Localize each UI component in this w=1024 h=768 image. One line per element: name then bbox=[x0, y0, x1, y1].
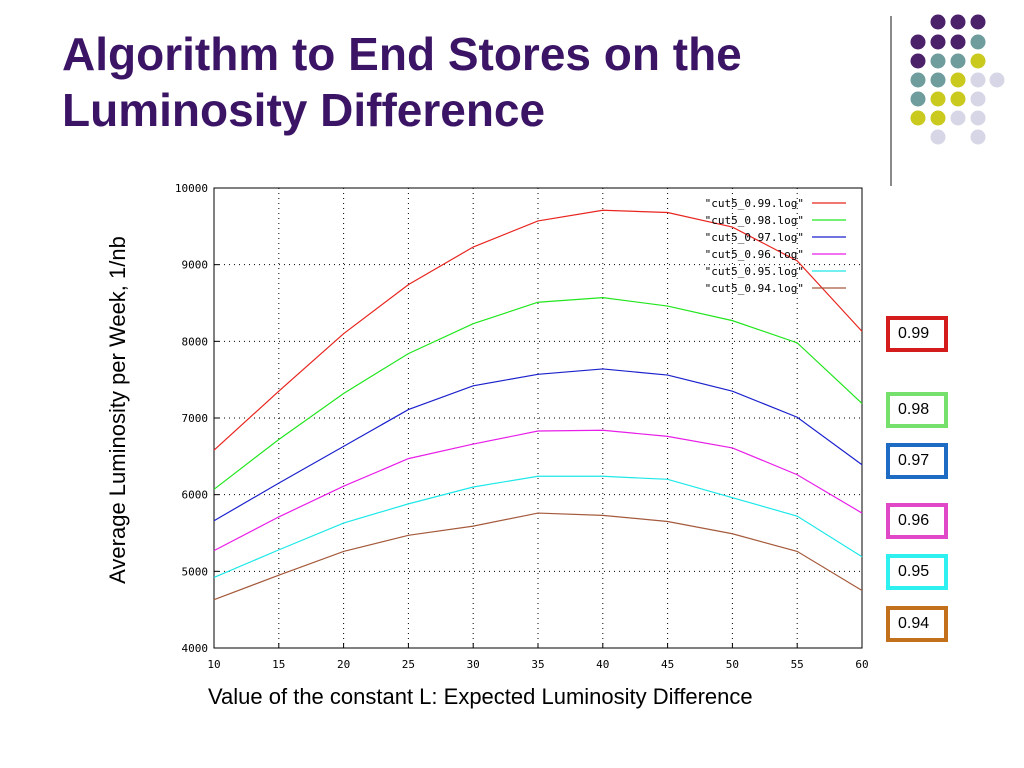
x-tick-label: 25 bbox=[402, 658, 415, 671]
y-tick-label: 8000 bbox=[182, 335, 209, 348]
legend-label: "cut5_0.94.log" bbox=[705, 282, 804, 295]
cut-box-0-94: 0.94 bbox=[886, 606, 948, 642]
series-line-0 bbox=[213, 209, 863, 451]
x-tick-label: 15 bbox=[272, 658, 285, 671]
decorative-divider bbox=[890, 16, 892, 186]
x-tick-label: 40 bbox=[596, 658, 609, 671]
y-tick-label: 7000 bbox=[182, 412, 209, 425]
x-tick-label: 10 bbox=[207, 658, 220, 671]
x-axis-label: Value of the constant L: Expected Lumino… bbox=[208, 684, 753, 709]
cut-box-0-95: 0.95 bbox=[886, 554, 948, 590]
legend-label: "cut5_0.97.log" bbox=[705, 231, 804, 244]
slide-title: Algorithm to End Stores on the Luminosit… bbox=[62, 26, 892, 138]
y-tick-label: 5000 bbox=[182, 565, 209, 578]
cut-box-0-97: 0.97 bbox=[886, 443, 948, 479]
slide-title-line-1: Algorithm to End Stores on the bbox=[62, 28, 742, 80]
series-line-4 bbox=[213, 475, 863, 579]
x-tick-label: 35 bbox=[531, 658, 544, 671]
legend-label: "cut5_0.99.log" bbox=[705, 197, 804, 210]
series-line-3 bbox=[213, 429, 863, 552]
y-tick-label: 6000 bbox=[182, 489, 209, 502]
slide-title-line-2: Luminosity Difference bbox=[62, 84, 546, 136]
legend-label: "cut5_0.96.log" bbox=[705, 248, 804, 261]
y-tick-label: 4000 bbox=[182, 642, 209, 655]
series-line-5 bbox=[213, 512, 863, 601]
x-tick-label: 50 bbox=[726, 658, 739, 671]
x-tick-label: 60 bbox=[855, 658, 868, 671]
cut-box-0-98: 0.98 bbox=[886, 392, 948, 428]
x-tick-label: 20 bbox=[337, 658, 350, 671]
cut-box-0-99: 0.99 bbox=[886, 316, 948, 352]
y-axis-label: Average Luminosity per Week, 1/nb bbox=[105, 236, 130, 584]
x-tick-label: 30 bbox=[467, 658, 480, 671]
cut-box-0-96: 0.96 bbox=[886, 503, 948, 539]
series-line-1 bbox=[213, 297, 863, 490]
legend-label: "cut5_0.95.log" bbox=[705, 265, 804, 278]
x-tick-label: 55 bbox=[791, 658, 804, 671]
series-line-2 bbox=[213, 368, 863, 522]
x-tick-label: 45 bbox=[661, 658, 674, 671]
y-tick-label: 9000 bbox=[182, 259, 209, 272]
y-tick-label: 10000 bbox=[175, 182, 208, 195]
legend-label: "cut5_0.98.log" bbox=[705, 214, 804, 227]
